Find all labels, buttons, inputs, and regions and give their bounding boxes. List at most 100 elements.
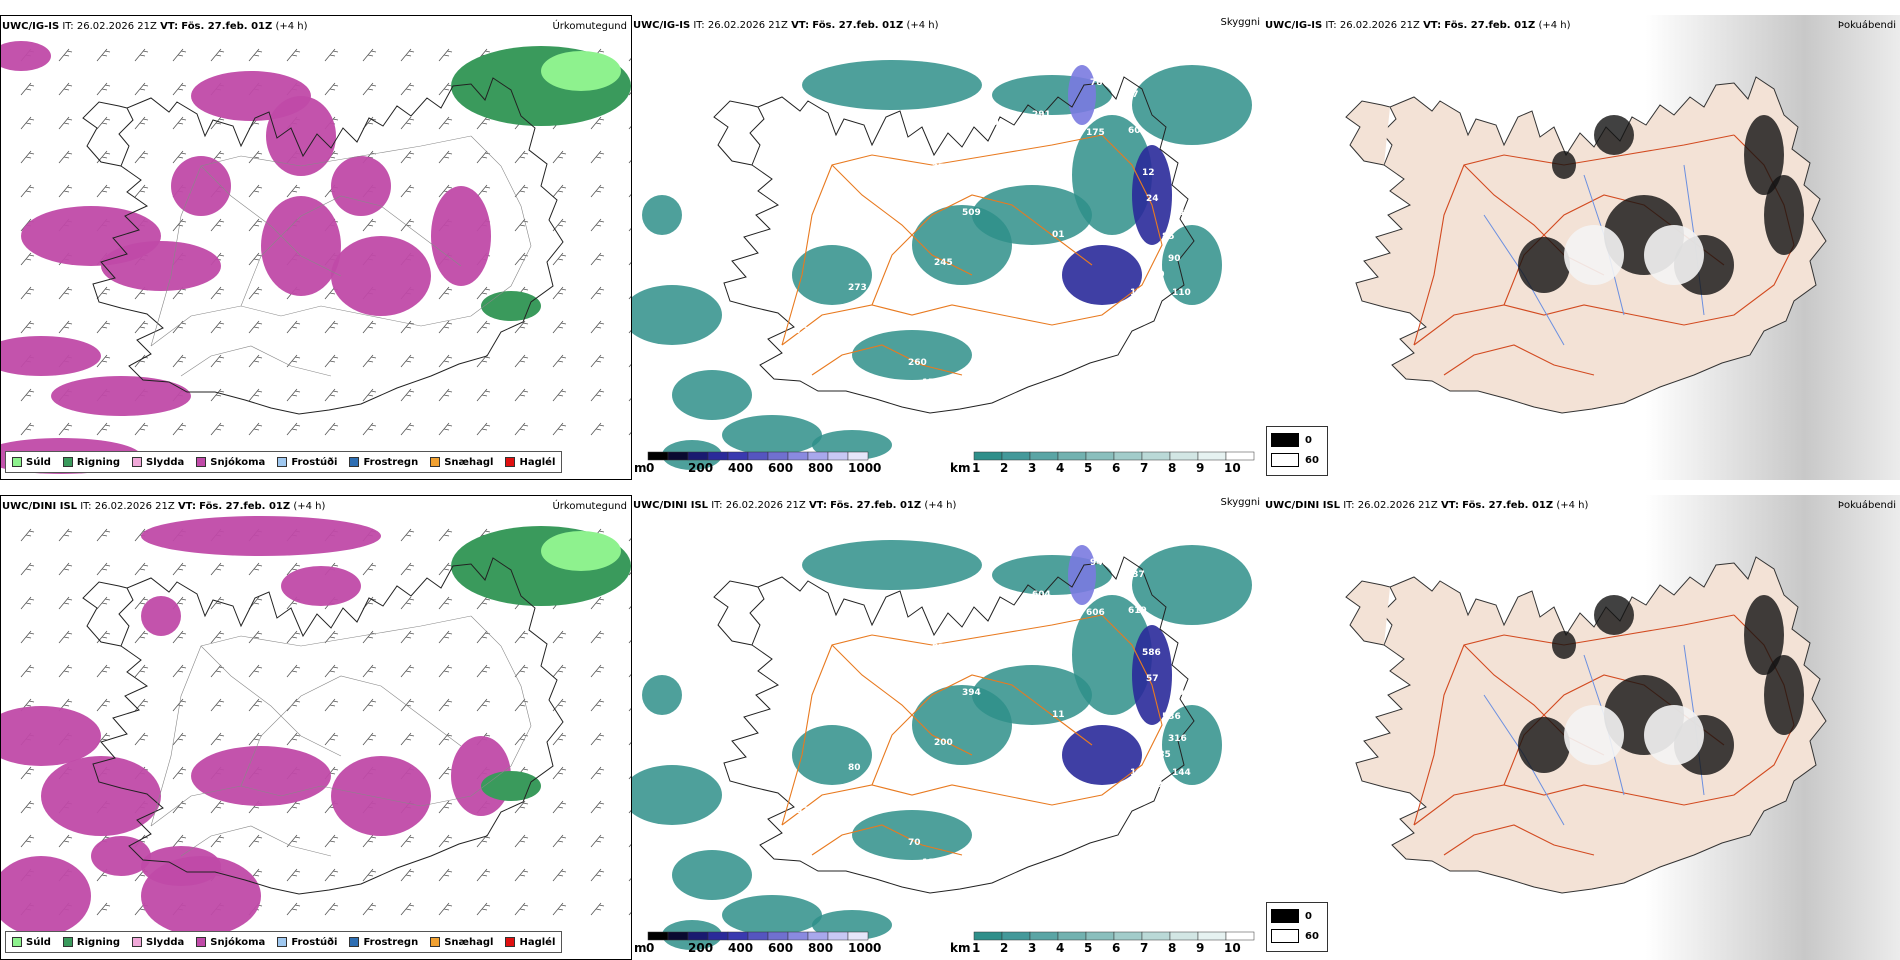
- fog-legend-label: 60: [1305, 454, 1319, 466]
- station-value: 01: [1052, 230, 1065, 240]
- fog-legend-label: 0: [1305, 434, 1312, 446]
- station-value: 821: [932, 643, 951, 653]
- precip-legend-label: Snjókoma: [210, 456, 266, 468]
- precip-legend-item: Rigning: [62, 456, 121, 468]
- precip-map-1: [1, 41, 631, 474]
- cloudbase-tick: 1000: [848, 461, 881, 475]
- station-value: 948: [1090, 558, 1109, 568]
- station-value: 168: [1204, 216, 1223, 226]
- cloudbase-tick: 800: [808, 941, 833, 955]
- cloudbase-tick: 1000: [848, 941, 881, 955]
- precip-legend-swatch: [132, 457, 143, 467]
- fog-legend-swatch-high: [1271, 929, 1299, 943]
- station-value: 145: [914, 400, 933, 410]
- station-value: 27: [932, 163, 945, 173]
- fog-legend-swatch-low: [1271, 909, 1299, 923]
- precip-legend-label: Rigning: [76, 456, 121, 468]
- visibility-tick: 6: [1112, 461, 1120, 475]
- station-value: 273: [848, 283, 867, 293]
- station-value: 185: [1152, 750, 1171, 760]
- colorbars-2: m 0 200 400 600 800 1000 km 1 2 3 4 5 6 7 8 9 10: [634, 931, 1255, 955]
- fog-map-2: [1264, 495, 1900, 960]
- station-value: 18: [972, 664, 985, 674]
- station-value: 90: [1168, 254, 1181, 264]
- precip-legend-label: Súld: [26, 936, 51, 948]
- precip-legend-swatch: [430, 937, 441, 947]
- precip-legend-item: Frostúði: [277, 937, 337, 948]
- cloudbase-unit: m: [634, 941, 647, 955]
- precip-legend-label: Snjókoma: [210, 936, 266, 948]
- precip-legend-label: Frostregn: [363, 936, 419, 948]
- station-value: 507: [972, 184, 991, 194]
- panel-title: Þokuábendi: [1837, 500, 1896, 511]
- precip-legend-swatch: [196, 457, 207, 467]
- visibility-tick: 1: [972, 941, 980, 955]
- visibility-tick: 8: [1168, 461, 1176, 475]
- precip-legend-swatch: [505, 457, 516, 467]
- station-value: 177: [1014, 280, 1033, 290]
- station-value: 85: [1162, 232, 1175, 242]
- station-value: 136: [1130, 288, 1149, 298]
- station-value: 57: [1146, 674, 1159, 684]
- visibility-tick: 7: [1140, 461, 1148, 475]
- panel-title: Þokuábendi: [1837, 20, 1896, 31]
- station-value: 129: [1144, 780, 1163, 790]
- cloudbase-tick: 600: [768, 941, 793, 955]
- station-value: 245: [934, 258, 953, 268]
- station-value: 86: [1178, 208, 1191, 218]
- precip-legend-item: Slydda: [132, 937, 184, 948]
- cloudbase-tick: 200: [688, 461, 713, 475]
- station-value: 509: [962, 208, 981, 218]
- visibility-tick: 5: [1084, 461, 1092, 475]
- panel-header: UWC/IG-IS IT: 26.02.2026 21Z VT: Fös. 27…: [633, 20, 939, 31]
- cloudbase-tick: 400: [728, 461, 753, 475]
- visibility-tick: 7: [1140, 941, 1148, 955]
- precip-legend-swatch: [196, 937, 207, 947]
- precip-legend-item: Frostregn: [349, 457, 418, 468]
- station-value: 137: [1126, 570, 1145, 580]
- station-value: 394: [962, 688, 981, 698]
- fog-map-1: [1264, 15, 1900, 480]
- panel-title: Úrkomutegund: [552, 501, 627, 512]
- precip-legend-item: Slydda: [132, 457, 184, 468]
- station-value: 204: [1002, 298, 1021, 308]
- precip-legend-swatch: [277, 937, 288, 947]
- fog-legend: 0 60: [1266, 902, 1328, 952]
- cloudbase-tick: 200: [688, 941, 713, 955]
- station-value: 11: [1052, 710, 1065, 720]
- cloudbase-tick: 600: [768, 461, 793, 475]
- station-value: 65: [980, 598, 993, 608]
- station-value: 269: [940, 660, 959, 670]
- precip-legend-label: Slydda: [146, 936, 185, 948]
- visibility-tick: 3: [1028, 941, 1036, 955]
- precip-legend-swatch: [12, 937, 22, 947]
- station-value: 16: [1206, 788, 1219, 798]
- fog-panel-1: UWC/IG-IS IT: 26.02.2026 21Z VT: Fös. 27…: [1264, 15, 1900, 480]
- fog-legend-label: 0: [1305, 910, 1312, 922]
- station-value: 606: [1086, 608, 1105, 618]
- station-value: 163: [1130, 768, 1149, 778]
- station-value: 52: [1102, 316, 1115, 326]
- station-value: 200: [934, 738, 953, 748]
- visibility-tick: 2: [1000, 941, 1008, 955]
- station-value: 536: [1162, 712, 1181, 722]
- visibility-tick: 1: [972, 461, 980, 475]
- visibility-tick: 10: [1224, 461, 1241, 475]
- panel-title: Skyggni: [1220, 497, 1260, 508]
- precip-legend-item: Snjókoma: [196, 457, 265, 468]
- station-value: 52: [940, 180, 953, 190]
- station-value: 60: [1128, 126, 1141, 136]
- precip-legend-item: Súld: [12, 937, 51, 948]
- visibility-tick: 5: [1084, 941, 1092, 955]
- station-value: 888: [1044, 248, 1063, 258]
- station-value: 291: [1032, 110, 1051, 120]
- panel-header: UWC/DINI ISL IT: 26.02.2026 21Z VT: Fös.…: [1265, 500, 1589, 511]
- station-value: 96: [1206, 308, 1219, 318]
- fog-panel-2: UWC/DINI ISL IT: 26.02.2026 21Z VT: Fös.…: [1264, 495, 1900, 960]
- station-value: 102: [1204, 696, 1223, 706]
- visibility-unit: km: [950, 941, 970, 955]
- precip-legend-swatch: [132, 937, 143, 947]
- cloudbase-unit: m: [634, 461, 647, 475]
- panel-title: Skyggni: [1220, 17, 1260, 28]
- station-value: 78: [1090, 78, 1103, 88]
